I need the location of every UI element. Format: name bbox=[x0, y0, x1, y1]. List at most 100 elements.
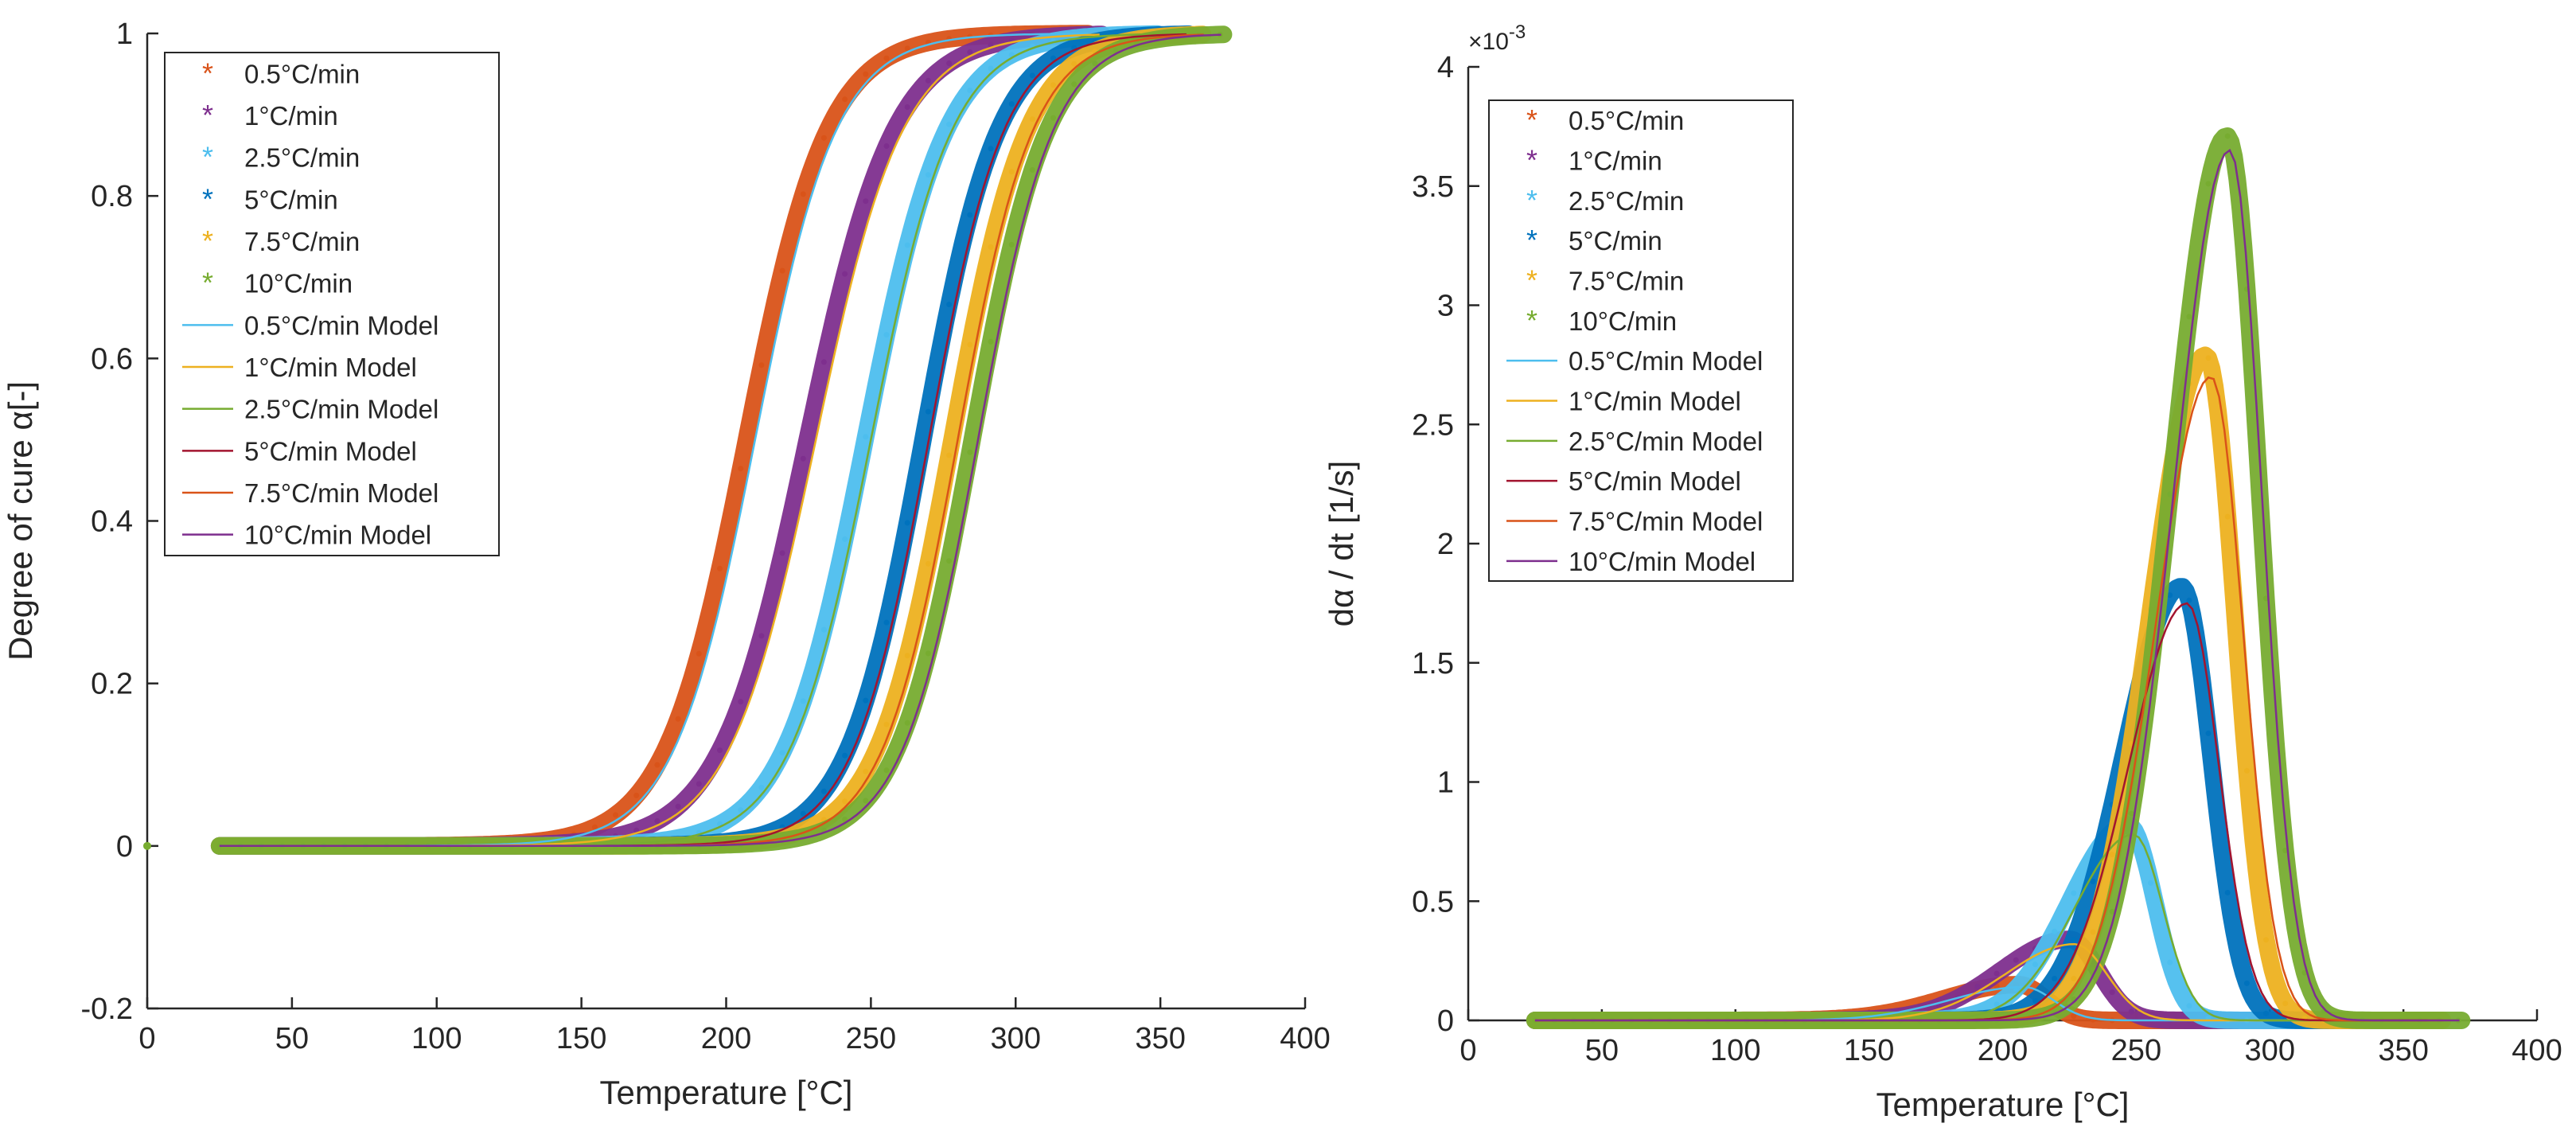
x-tick-label: 250 bbox=[846, 1022, 896, 1055]
legend-entry: 7.5°C/min bbox=[1569, 267, 1684, 296]
data-point bbox=[2109, 852, 2115, 858]
legend-marker: * bbox=[1526, 144, 1537, 177]
data-point bbox=[1071, 60, 1078, 67]
data-point bbox=[2032, 961, 2038, 968]
stray-data-point bbox=[143, 841, 151, 850]
data-point bbox=[925, 77, 931, 84]
x-axis-label: Temperature [°C] bbox=[1876, 1086, 2130, 1123]
y-tick-label: 1 bbox=[116, 18, 133, 51]
series-group bbox=[143, 25, 1233, 855]
data-point bbox=[1029, 116, 1035, 123]
y-tick-label: 0.8 bbox=[91, 180, 133, 213]
legend-entry: 10°C/min bbox=[244, 269, 353, 298]
x-axis-label: Temperature [°C] bbox=[600, 1074, 853, 1111]
data-point bbox=[2148, 880, 2153, 886]
data-point bbox=[946, 558, 953, 564]
legend: * 0.5°C/min * 1°C/min * 2.5°C/min * 5°C/min * 7.5… bbox=[164, 52, 500, 556]
x-tick-label: 0 bbox=[1459, 1034, 1476, 1067]
y-axis-label: dα / dt [1/s] bbox=[1323, 461, 1360, 627]
data-point bbox=[1993, 970, 2000, 977]
data-point bbox=[696, 650, 702, 657]
data-point bbox=[800, 191, 806, 197]
x-tick-label: 400 bbox=[1280, 1022, 1330, 1055]
legend-entry: 10°C/min Model bbox=[244, 521, 431, 550]
data-point bbox=[842, 96, 848, 103]
data-point bbox=[1008, 101, 1015, 107]
data-point bbox=[717, 747, 723, 754]
x-tick-label: 200 bbox=[1978, 1034, 2028, 1067]
model-line-10°C/min Model bbox=[1534, 148, 2460, 1022]
data-point bbox=[2167, 959, 2173, 965]
data-point bbox=[1071, 81, 1078, 88]
legend-marker: * bbox=[1526, 184, 1537, 216]
data-point bbox=[967, 449, 973, 455]
data-point bbox=[883, 619, 890, 626]
data-point bbox=[967, 49, 973, 55]
data-point bbox=[988, 338, 994, 345]
data-point bbox=[2109, 989, 2115, 996]
data-point bbox=[967, 212, 973, 218]
legend-entry: 1°C/min bbox=[244, 101, 338, 131]
data-point bbox=[2071, 937, 2077, 943]
data-point bbox=[820, 359, 827, 365]
data-point bbox=[863, 697, 869, 704]
data-point bbox=[2071, 890, 2077, 896]
data-point bbox=[2243, 767, 2250, 774]
data-point bbox=[2071, 976, 2077, 981]
legend-box bbox=[164, 52, 500, 556]
data-point bbox=[2205, 355, 2212, 361]
data-point bbox=[863, 434, 869, 440]
data-point bbox=[2167, 491, 2173, 497]
data-point bbox=[738, 466, 744, 472]
x-tick-label: 100 bbox=[411, 1022, 462, 1055]
data-point bbox=[863, 768, 869, 774]
legend-entry: 10°C/min Model bbox=[1569, 547, 1756, 576]
legend-entry: 1°C/min Model bbox=[1569, 387, 1741, 416]
data-point bbox=[883, 143, 890, 149]
data-point bbox=[2263, 937, 2269, 943]
data-point bbox=[2090, 878, 2096, 884]
data-point bbox=[904, 720, 910, 726]
data-point bbox=[2224, 513, 2231, 520]
y-tick-label: 1.5 bbox=[1412, 647, 1454, 681]
legend-marker: * bbox=[202, 141, 213, 174]
legend-entry: 0.5°C/min bbox=[244, 59, 360, 88]
legend-entry: 0.5°C/min Model bbox=[244, 310, 438, 340]
data-point bbox=[946, 452, 953, 458]
data-point bbox=[779, 750, 785, 756]
data-point bbox=[654, 762, 661, 768]
data-point bbox=[2071, 1013, 2077, 1020]
data-point bbox=[717, 565, 723, 571]
x-tick-label: 350 bbox=[2378, 1034, 2428, 1067]
data-point bbox=[925, 560, 931, 567]
data-point bbox=[820, 626, 827, 633]
data-point bbox=[883, 55, 890, 61]
data-point bbox=[1050, 82, 1056, 88]
data-point bbox=[696, 781, 702, 787]
legend: * 0.5°C/min * 1°C/min * 2.5°C/min * 5°C/min * 7.5… bbox=[1488, 99, 1794, 582]
data-point bbox=[1974, 984, 1981, 990]
data-point bbox=[779, 267, 785, 274]
data-point bbox=[800, 455, 806, 462]
x-tick-label: 300 bbox=[991, 1022, 1041, 1055]
y-tick-label: 0.4 bbox=[91, 505, 133, 539]
data-point bbox=[967, 341, 973, 348]
x-tick-label: 300 bbox=[2245, 1034, 2295, 1067]
legend-marker: * bbox=[202, 57, 213, 89]
data-point bbox=[946, 302, 953, 307]
legend-box bbox=[1488, 99, 1794, 582]
data-point bbox=[988, 146, 994, 152]
data-point bbox=[820, 788, 827, 794]
data-point bbox=[863, 798, 869, 804]
x-tick-label: 50 bbox=[1585, 1034, 1619, 1067]
legend-marker: * bbox=[202, 267, 213, 299]
data-point bbox=[2243, 980, 2250, 986]
x-tick-label: 350 bbox=[1135, 1022, 1185, 1055]
data-point bbox=[758, 784, 765, 790]
series-group bbox=[1526, 127, 2471, 1029]
data-point bbox=[904, 520, 910, 526]
y-tick-label: 3.5 bbox=[1412, 170, 1454, 204]
legend-entry: 5°C/min Model bbox=[244, 436, 417, 466]
y-tick-label: 0.6 bbox=[91, 342, 133, 376]
data-point bbox=[842, 536, 848, 542]
